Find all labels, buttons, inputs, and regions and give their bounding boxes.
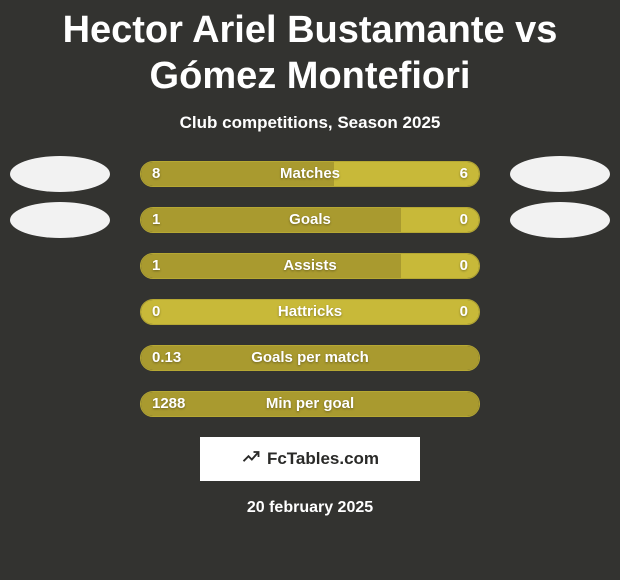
footer-date: 20 february 2025 xyxy=(0,499,620,517)
stat-row: Assists1 0 xyxy=(0,253,620,279)
stat-row: Goals per match0.13 xyxy=(0,345,620,371)
stat-label: Hattricks xyxy=(140,299,480,325)
stat-row: Min per goal1288 xyxy=(0,391,620,417)
player-photo-left xyxy=(10,202,110,238)
stat-label: Goals per match xyxy=(140,345,480,371)
stat-value-left: 0 xyxy=(152,299,160,325)
page-title: Hector Ariel Bustamante vs Gómez Montefi… xyxy=(0,0,620,99)
stat-value-left: 1288 xyxy=(152,391,185,417)
stat-value-right: 0 xyxy=(460,253,468,279)
stat-value-right: 6 xyxy=(460,161,468,187)
stat-row: Goals1 0 xyxy=(0,207,620,233)
stat-value-left: 1 xyxy=(152,207,160,233)
stat-label: Goals xyxy=(140,207,480,233)
stat-row: Hattricks0 0 xyxy=(0,299,620,325)
stat-label: Matches xyxy=(140,161,480,187)
stat-value-left: 0.13 xyxy=(152,345,181,371)
stat-value-right: 0 xyxy=(460,299,468,325)
attribution-label: FcTables.com xyxy=(267,449,379,469)
subtitle: Club competitions, Season 2025 xyxy=(0,113,620,133)
comparison-chart: Matches86Goals10Assists10Hattricks00Goal… xyxy=(0,161,620,417)
stat-label: Assists xyxy=(140,253,480,279)
stat-value-left: 1 xyxy=(152,253,160,279)
stat-label: Min per goal xyxy=(140,391,480,417)
chart-icon xyxy=(241,447,261,472)
player-photo-right xyxy=(510,202,610,238)
stat-row: Matches8 6 xyxy=(0,161,620,187)
player-photo-right xyxy=(510,156,610,192)
attribution-badge: FcTables.com xyxy=(200,437,420,481)
stat-value-left: 8 xyxy=(152,161,160,187)
player-photo-left xyxy=(10,156,110,192)
stat-value-right: 0 xyxy=(460,207,468,233)
